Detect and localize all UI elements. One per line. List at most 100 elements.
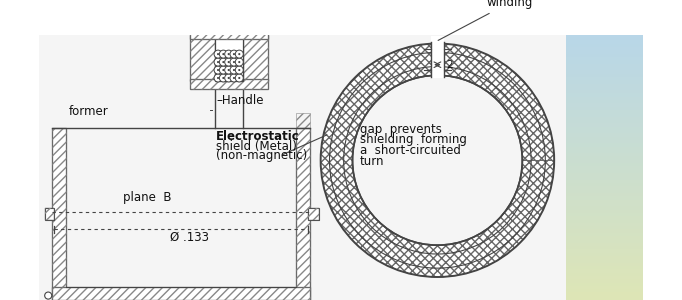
Text: plane  B: plane B (123, 191, 172, 205)
Bar (565, 246, 642, 250)
Circle shape (230, 58, 238, 66)
Bar (565, 150, 642, 154)
Circle shape (228, 53, 230, 55)
Bar (565, 146, 642, 151)
Bar (565, 87, 642, 91)
Circle shape (222, 61, 224, 63)
Bar (565, 220, 642, 224)
Bar (565, 70, 642, 74)
Text: former: former (69, 105, 108, 118)
Bar (565, 223, 642, 227)
Bar (565, 210, 642, 214)
Bar (565, 236, 642, 240)
Bar (565, 120, 642, 124)
Bar (52, 128, 66, 300)
Bar (565, 47, 642, 51)
Text: Ø .133: Ø .133 (170, 231, 209, 244)
Bar (296, 128, 310, 300)
Text: shield (Metal): shield (Metal) (216, 140, 297, 153)
Circle shape (233, 77, 235, 79)
Bar (565, 269, 642, 274)
Circle shape (238, 61, 240, 63)
Bar (565, 74, 642, 78)
Bar (565, 44, 642, 48)
Bar (565, 186, 642, 191)
Bar (565, 196, 642, 200)
Bar (565, 50, 642, 55)
Bar (565, 163, 642, 167)
Bar (565, 110, 642, 114)
Bar (565, 94, 642, 98)
Circle shape (238, 69, 240, 71)
Bar (565, 256, 642, 260)
Circle shape (228, 77, 230, 79)
Circle shape (230, 50, 238, 58)
Bar (308, 208, 319, 220)
Circle shape (220, 74, 227, 82)
Bar (52, 287, 310, 300)
Bar (565, 213, 642, 217)
Circle shape (230, 74, 238, 82)
Bar (565, 143, 642, 147)
Ellipse shape (353, 75, 522, 245)
Bar (565, 157, 642, 161)
Circle shape (224, 74, 233, 82)
Text: winding: winding (438, 0, 533, 40)
Bar (565, 97, 642, 101)
Circle shape (217, 77, 219, 79)
Circle shape (222, 53, 224, 55)
Bar (565, 183, 642, 187)
Circle shape (45, 292, 52, 299)
Circle shape (214, 66, 222, 74)
Bar (565, 170, 642, 174)
Bar (215, 34, 243, 81)
Circle shape (222, 69, 224, 71)
Bar (52, 287, 310, 300)
Bar (565, 37, 642, 41)
Bar (565, 266, 642, 270)
Bar (565, 67, 642, 71)
Bar (565, 253, 642, 257)
Bar (190, 79, 267, 89)
Bar (565, 107, 642, 111)
Bar (565, 140, 642, 144)
Bar (296, 113, 310, 300)
Text: Electrostatic: Electrostatic (216, 130, 300, 143)
Circle shape (220, 50, 227, 58)
Circle shape (220, 66, 227, 74)
Bar (565, 133, 642, 137)
Bar (565, 276, 642, 280)
Bar (565, 176, 642, 181)
Bar (565, 173, 642, 177)
Bar (565, 80, 642, 84)
Bar (190, 34, 215, 81)
Circle shape (235, 66, 243, 74)
Circle shape (217, 69, 219, 71)
Bar (565, 233, 642, 237)
Bar (45, 208, 53, 220)
Bar (565, 117, 642, 121)
Circle shape (235, 74, 243, 82)
Bar (565, 203, 642, 207)
Bar (45, 208, 53, 220)
Circle shape (228, 69, 230, 71)
Bar (565, 243, 642, 247)
Bar (565, 249, 642, 254)
Bar (565, 167, 642, 171)
Bar (565, 90, 642, 94)
Bar (565, 193, 642, 197)
Bar (565, 160, 642, 164)
Text: shielding  forming: shielding forming (359, 134, 466, 146)
Bar (565, 226, 642, 230)
Bar (190, 32, 267, 39)
Bar (565, 123, 642, 128)
Polygon shape (321, 44, 554, 277)
Circle shape (233, 61, 235, 63)
Bar (565, 34, 642, 38)
Bar (565, 200, 642, 204)
Circle shape (217, 53, 219, 55)
Circle shape (222, 77, 224, 79)
Circle shape (233, 69, 235, 71)
Bar (40, 34, 565, 300)
Circle shape (230, 66, 238, 74)
